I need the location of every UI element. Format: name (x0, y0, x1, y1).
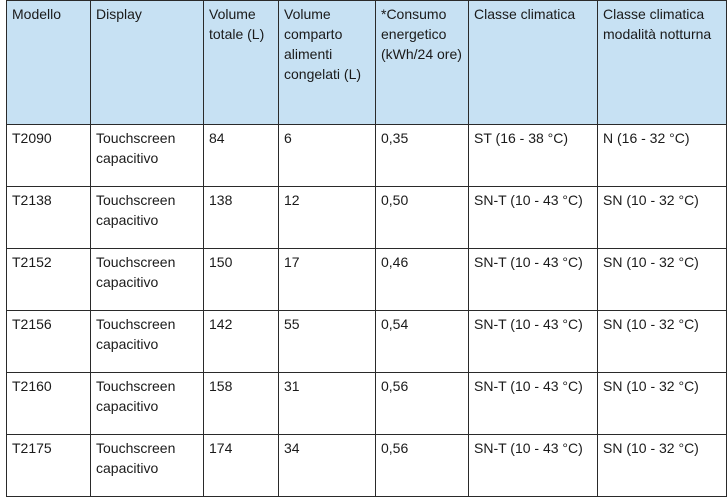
table-cell: Touchscreen capacitivo (90, 310, 204, 373)
table-cell: Touchscreen capacitivo (90, 434, 204, 497)
table-row: T2152 Touchscreen capacitivo 150 17 0,46 SN-T… (6, 248, 727, 311)
table-cell: SN-T (10 - 43 °C) (468, 248, 598, 311)
table-cell: 0,46 (375, 248, 469, 311)
table-cell: 17 (278, 248, 376, 311)
table-cell: 150 (203, 248, 279, 311)
header-cell: Modello (6, 0, 91, 125)
table-row: T2175 Touchscreen capacitivo 174 34 0,56 SN-T… (6, 434, 727, 497)
table-cell: T2156 (6, 310, 91, 373)
table-cell: T2175 (6, 434, 91, 497)
table-cell: 0,50 (375, 186, 469, 249)
table-cell: T2090 (6, 124, 91, 187)
table-cell: Touchscreen capacitivo (90, 248, 204, 311)
table-cell: 84 (203, 124, 279, 187)
table-cell: SN-T (10 - 43 °C) (468, 434, 598, 497)
table-cell: SN (10 - 32 °C) (597, 248, 727, 311)
table-row: T2160 Touchscreen capacitivo 158 31 0,56 SN-T… (6, 372, 727, 435)
header-cell: *Consumo energetico (kWh/24 ore) (375, 0, 469, 125)
table-cell: Touchscreen capacitivo (90, 124, 204, 187)
header-cell: Classe climatica (468, 0, 598, 125)
header-cell: Volume totale (L) (203, 0, 279, 125)
table-cell: 6 (278, 124, 376, 187)
table-cell: N (16 - 32 °C) (597, 124, 727, 187)
table-row: T2090 Touchscreen capacitivo 84 6 0,35 ST (16… (6, 124, 727, 187)
header-cell: Volume comparto alimenti congelati (L) (278, 0, 376, 125)
table-cell: 0,56 (375, 434, 469, 497)
table-cell: SN-T (10 - 43 °C) (468, 372, 598, 435)
table-cell: SN (10 - 32 °C) (597, 434, 727, 497)
table-cell: 174 (203, 434, 279, 497)
table-cell: SN (10 - 32 °C) (597, 186, 727, 249)
spec-table: Modello Display Volume totale (L) Volume co… (6, 0, 727, 497)
table-row: T2156 Touchscreen capacitivo 142 55 0,54 SN-T… (6, 310, 727, 373)
table-cell: 12 (278, 186, 376, 249)
header-cell: Display (90, 0, 204, 125)
table-cell: T2160 (6, 372, 91, 435)
table-cell: 34 (278, 434, 376, 497)
table-cell: 142 (203, 310, 279, 373)
table-cell: T2138 (6, 186, 91, 249)
table-cell: SN (10 - 32 °C) (597, 372, 727, 435)
table-row: T2138 Touchscreen capacitivo 138 12 0,50 SN-T… (6, 186, 727, 249)
table-cell: SN (10 - 32 °C) (597, 310, 727, 373)
table-cell: 158 (203, 372, 279, 435)
table-cell: 0,35 (375, 124, 469, 187)
header-cell: Classe climatica modalità notturna (597, 0, 727, 125)
table-cell: SN-T (10 - 43 °C) (468, 310, 598, 373)
header-row: Modello Display Volume totale (L) Volume co… (6, 0, 727, 125)
table-cell: 0,56 (375, 372, 469, 435)
table-cell: 138 (203, 186, 279, 249)
table-cell: T2152 (6, 248, 91, 311)
table-cell: ST (16 - 38 °C) (468, 124, 598, 187)
table-cell: SN-T (10 - 43 °C) (468, 186, 598, 249)
table-cell: 31 (278, 372, 376, 435)
table-cell: 0,54 (375, 310, 469, 373)
table-cell: 55 (278, 310, 376, 373)
table-cell: Touchscreen capacitivo (90, 372, 204, 435)
table-cell: Touchscreen capacitivo (90, 186, 204, 249)
